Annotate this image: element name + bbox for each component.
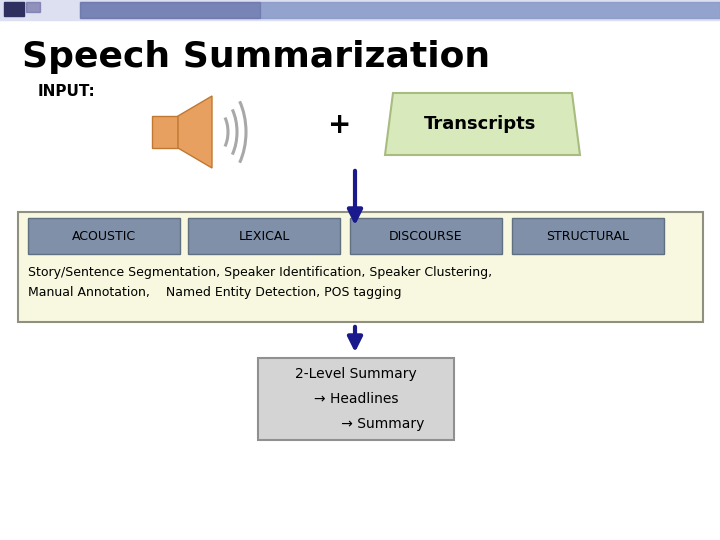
Text: DISCOURSE: DISCOURSE: [390, 230, 463, 242]
Bar: [4, 2, 24, 16]
Bar: [80, 2, 260, 18]
Text: Transcripts: Transcripts: [424, 115, 536, 133]
Text: Story/Sentence Segmentation, Speaker Identification, Speaker Clustering,: Story/Sentence Segmentation, Speaker Ide…: [28, 266, 492, 279]
Bar: [18, 212, 703, 322]
Text: INPUT:: INPUT:: [38, 84, 96, 99]
Polygon shape: [152, 116, 178, 148]
Bar: [258, 358, 454, 440]
Bar: [28, 218, 180, 254]
Text: STRUCTURAL: STRUCTURAL: [546, 230, 629, 242]
Bar: [80, 2, 720, 18]
Text: → Headlines: → Headlines: [314, 392, 398, 406]
Bar: [26, 2, 40, 12]
Text: 2-Level Summary: 2-Level Summary: [295, 367, 417, 381]
Bar: [350, 218, 502, 254]
Bar: [512, 218, 664, 254]
Polygon shape: [385, 93, 580, 155]
Text: LEXICAL: LEXICAL: [238, 230, 289, 242]
Text: Speech Summarization: Speech Summarization: [22, 40, 490, 74]
Bar: [0, 0, 720, 20]
Text: +: +: [328, 111, 351, 139]
Text: Manual Annotation,    Named Entity Detection, POS tagging: Manual Annotation, Named Entity Detectio…: [28, 286, 402, 299]
Text: → Summary: → Summary: [315, 417, 425, 431]
Text: ACOUSTIC: ACOUSTIC: [72, 230, 136, 242]
Bar: [188, 218, 340, 254]
Polygon shape: [178, 96, 212, 168]
